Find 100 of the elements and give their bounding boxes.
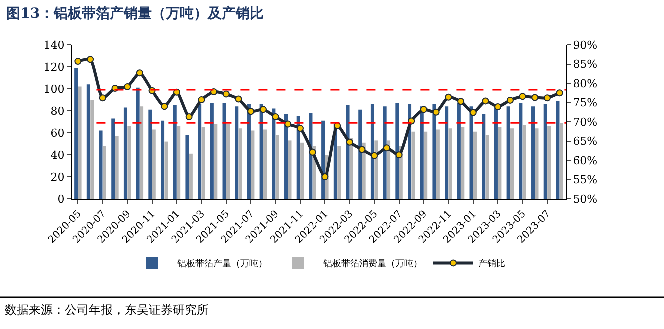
bar <box>238 128 242 199</box>
point <box>260 106 267 114</box>
bar <box>432 104 436 199</box>
bar <box>473 132 477 199</box>
y-tick-label: 100 <box>44 82 65 96</box>
y-tick-label: 0 <box>58 192 65 206</box>
bar <box>519 103 523 199</box>
y2-tick-label: 90% <box>573 38 598 52</box>
bar <box>482 114 486 199</box>
bar <box>128 126 132 199</box>
legend-label: 铝板带箔消费量（万吨） <box>322 258 422 270</box>
point <box>322 174 329 181</box>
point <box>74 58 82 66</box>
bar <box>189 154 193 199</box>
y2-tick-label: 70% <box>573 116 598 129</box>
bar <box>461 128 465 199</box>
point <box>445 94 452 101</box>
bar <box>272 108 276 199</box>
bar <box>124 108 128 199</box>
chart-title: 图13：铝板带箔产销量（万吨）及产销比 <box>6 5 264 22</box>
y-tick-label: 120 <box>44 60 65 74</box>
y-tick-label: 60 <box>50 126 65 140</box>
bar <box>387 140 391 199</box>
y2-tick-label: 60% <box>573 154 598 168</box>
point <box>136 70 144 77</box>
bar <box>210 103 214 199</box>
bar <box>102 146 106 199</box>
point <box>458 98 465 106</box>
bar <box>74 68 78 199</box>
point <box>383 144 390 152</box>
point <box>99 94 106 102</box>
y2-tick-label: 50% <box>573 192 598 206</box>
point <box>186 114 193 120</box>
point <box>482 98 490 105</box>
bar <box>86 84 90 199</box>
bar <box>560 123 564 199</box>
point <box>210 88 218 96</box>
bar <box>457 103 461 199</box>
bar <box>164 142 168 199</box>
bar <box>152 130 156 199</box>
bar <box>284 114 288 199</box>
bar <box>510 128 514 199</box>
point <box>235 96 242 103</box>
point <box>432 108 440 116</box>
bar <box>235 106 239 199</box>
bar <box>90 100 94 199</box>
bar <box>498 128 502 199</box>
point <box>222 90 230 98</box>
bar <box>532 106 536 199</box>
bar <box>186 135 190 199</box>
point <box>556 90 564 97</box>
point <box>420 106 428 114</box>
y-tick-label: 80 <box>50 104 65 118</box>
y2-tick-label: 75% <box>573 96 598 110</box>
bar <box>486 135 490 199</box>
bar <box>506 106 510 199</box>
point <box>248 108 255 116</box>
point <box>296 125 304 132</box>
point <box>396 152 403 159</box>
y2-tick-label: 85% <box>573 58 598 72</box>
bar <box>396 103 400 199</box>
bar <box>445 106 449 199</box>
bar <box>148 110 152 199</box>
point <box>124 83 132 90</box>
bar <box>112 118 116 199</box>
bar <box>436 130 440 199</box>
bar <box>140 106 144 199</box>
y-tick-label: 20 <box>50 170 65 184</box>
bar <box>383 106 387 199</box>
source-note: 数据来源：公司年报，东吴证券研究所 <box>5 303 209 317</box>
y-tick-label: 140 <box>44 38 65 52</box>
bar <box>556 101 560 199</box>
bar <box>288 140 292 199</box>
bar <box>214 124 218 199</box>
bar <box>535 128 539 199</box>
bar <box>420 106 424 199</box>
bar <box>370 104 374 199</box>
bar <box>276 135 280 199</box>
point <box>198 96 206 104</box>
point <box>272 114 280 120</box>
bar <box>177 126 181 199</box>
y-tick-label: 40 <box>50 148 65 162</box>
point <box>470 109 477 116</box>
bar <box>136 88 140 199</box>
point <box>519 93 526 100</box>
bar <box>78 86 82 199</box>
bar <box>264 130 268 199</box>
y2-tick-label: 65% <box>573 135 598 148</box>
bar <box>99 130 103 199</box>
point <box>309 148 316 156</box>
bar <box>226 124 230 199</box>
bar <box>202 128 206 199</box>
bar <box>522 125 526 199</box>
point <box>494 103 502 110</box>
bar <box>222 103 226 199</box>
bar <box>260 104 264 199</box>
point <box>161 103 168 110</box>
point <box>346 138 354 146</box>
legend-label: 产销比 <box>478 258 506 270</box>
bar <box>448 128 452 199</box>
